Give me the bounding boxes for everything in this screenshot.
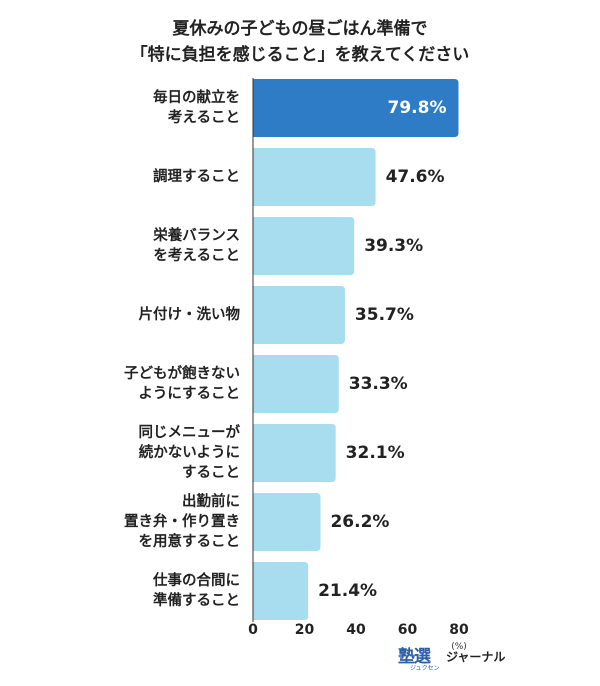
bar-5 (253, 424, 336, 482)
x-axis-unit: (%) (451, 642, 467, 652)
category-label-5-2: すること (182, 464, 240, 481)
x-tick-0: 0 (248, 622, 258, 638)
value-label-3: 35.7% (355, 305, 414, 325)
value-label-1: 47.6% (386, 167, 445, 187)
brand: 塾選 ジュクセン ジャーナル (398, 642, 506, 672)
value-label-2: 39.3% (364, 236, 423, 256)
x-tick-4: 80 (449, 622, 469, 638)
value-label-0: 79.8% (388, 98, 447, 118)
category-label-5-0: 同じメニューが (139, 423, 241, 441)
category-label-3-0: 片付け・洗い物 (139, 305, 241, 323)
category-label-5-1: 続かないように (139, 443, 240, 461)
brand-logo: 塾選 ジュクセン (398, 642, 442, 672)
value-label-4: 33.3% (349, 374, 408, 394)
bar-2 (253, 217, 355, 275)
value-label-5: 32.1% (346, 443, 405, 463)
value-label-6: 26.2% (330, 512, 389, 532)
category-label-6-1: 置き弁・作り置き (124, 512, 240, 530)
bar-7 (253, 562, 309, 620)
chart-title-line2: 「特に負担を感じること」を教えてください (130, 45, 470, 65)
category-label-0-0: 毎日の献立を (153, 88, 240, 106)
category-label-0-1: 考えること (168, 109, 240, 126)
bar-0 (253, 79, 459, 137)
brand-logo-main: 塾選 (398, 647, 431, 667)
bar-3 (253, 286, 345, 344)
x-tick-1: 20 (295, 622, 315, 638)
category-label-6-2: を用意すること (139, 532, 241, 550)
category-label-4-1: ようにすること (138, 385, 240, 402)
category-label-1-0: 調理すること (153, 167, 240, 185)
x-tick-3: 60 (398, 622, 418, 638)
category-label-4-0: 子どもが飽きない (124, 364, 240, 382)
brand-name: ジャーナル (446, 649, 506, 664)
chart-title-line1: 夏休みの子どもの昼ごはん準備で (172, 19, 428, 39)
category-label-7-0: 仕事の合間に (152, 571, 240, 589)
category-label-6-0: 出勤前に (182, 492, 240, 510)
category-label-7-1: 準備すること (153, 591, 240, 609)
bar-1 (253, 148, 376, 206)
category-label-2-0: 栄養バランス (152, 226, 240, 244)
brand-logo-sub: ジュクセン (410, 665, 440, 672)
bar-4 (253, 355, 339, 413)
bar-6 (253, 493, 321, 551)
x-tick-2: 40 (346, 622, 366, 638)
value-label-7: 21.4% (318, 581, 377, 601)
category-label-2-1: を考えること (153, 247, 240, 264)
